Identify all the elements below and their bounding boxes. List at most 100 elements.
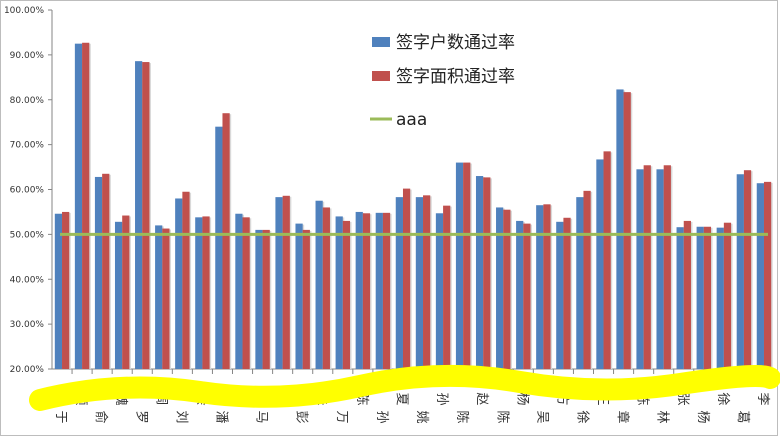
bar-area (222, 113, 230, 370)
bar-area (162, 228, 170, 369)
x-tick-label: 章 (615, 410, 631, 423)
legend-swatch (372, 37, 390, 47)
y-tick-label: 30.00% (10, 320, 45, 330)
bar-household (315, 200, 323, 369)
bar-household (455, 162, 464, 369)
bar-area (182, 191, 190, 369)
x-tick-label: 吴 (534, 410, 549, 423)
bar-household (415, 197, 424, 369)
bar-household (94, 176, 103, 369)
bar-household (175, 198, 183, 369)
bar-household (215, 126, 223, 369)
bar-area (242, 217, 250, 369)
bar-area (342, 220, 351, 369)
bar-household (656, 169, 664, 369)
bar-household (395, 197, 403, 369)
bar-household (295, 223, 303, 369)
bar-household (114, 221, 123, 369)
bar-area (563, 217, 571, 369)
bar-household (756, 183, 764, 369)
bar-household (596, 159, 604, 369)
bar-area (302, 229, 310, 369)
y-tick-label: 100.00% (4, 6, 44, 16)
bar-area (122, 215, 130, 369)
y-tick-label: 70.00% (10, 141, 45, 151)
legend-label: aaa (396, 110, 427, 130)
bar-household (155, 225, 163, 369)
bar-area (142, 62, 150, 370)
x-tick-label: 姚 (414, 410, 429, 423)
bar-household (736, 174, 744, 369)
bar-area (102, 173, 110, 369)
bar-area (443, 205, 451, 369)
x-tick-label: 李 (755, 392, 770, 405)
bar-household (135, 61, 143, 369)
bar-household (696, 226, 704, 369)
y-tick-label: 90.00% (10, 51, 45, 61)
x-tick-label: 彭 (294, 410, 309, 423)
x-tick-label: 马 (254, 410, 269, 423)
bar-household (716, 227, 724, 369)
x-tick-label: 夏 (394, 392, 409, 405)
x-tick-label: 陈 (494, 410, 510, 423)
bar-area (603, 151, 611, 369)
x-tick-label: 林 (655, 410, 670, 423)
redaction-scribble (29, 364, 780, 411)
bar-household (676, 227, 684, 369)
bar-area (423, 195, 431, 369)
bar-area (282, 195, 290, 369)
y-tick-label: 60.00% (10, 186, 45, 196)
x-tick-label: 赵 (474, 392, 489, 405)
x-tick-label: 潘 (213, 410, 228, 423)
bar-household (556, 221, 564, 369)
bar-household (435, 213, 444, 369)
y-tick-label: 40.00% (10, 275, 45, 285)
bar-household (375, 212, 383, 369)
x-tick-label: 张 (675, 392, 690, 405)
y-tick-label: 80.00% (10, 96, 45, 106)
x-tick-label: 于 (53, 410, 68, 423)
bar-household (636, 169, 644, 369)
bar-area (322, 207, 330, 369)
y-tick-label: 50.00% (10, 230, 45, 240)
bar-area (723, 222, 732, 369)
bar-area (362, 213, 371, 369)
x-tick-label: 罗 (133, 410, 148, 423)
bar-area (402, 188, 411, 369)
bar-household (496, 207, 504, 369)
bar-household (475, 176, 484, 369)
bar-area (623, 92, 631, 369)
x-tick-label: 杨 (514, 392, 529, 405)
bar-area (523, 223, 531, 369)
x-tick-label: 孙 (434, 392, 449, 405)
x-tick-label: 万 (334, 410, 349, 423)
bar-area (683, 220, 691, 369)
bar-household (74, 43, 83, 369)
bar-area (62, 211, 70, 369)
bar-household (335, 216, 343, 369)
bar-area (262, 229, 270, 369)
bar-area (463, 162, 471, 369)
bar-area (503, 209, 511, 369)
x-tick-label: 刘 (173, 410, 188, 423)
bar-area (382, 212, 391, 369)
bar-area (202, 216, 210, 369)
bar-household (616, 89, 624, 370)
bar-household (576, 197, 584, 369)
bar-household (536, 205, 544, 369)
bar-area (82, 42, 90, 369)
x-tick-label: 徐 (715, 392, 730, 405)
bar-area (663, 165, 671, 369)
y-tick-label: 20.00% (10, 365, 45, 375)
bar-household (255, 229, 263, 369)
bar-household (195, 217, 203, 369)
legend-swatch (372, 71, 390, 81)
bar-area (743, 170, 752, 369)
bar-area (643, 165, 651, 369)
legend-label: 签字面积通过率 (396, 67, 515, 87)
bar-household (54, 213, 63, 369)
bar-household (235, 213, 243, 369)
x-tick-label: 徐 (574, 410, 589, 423)
